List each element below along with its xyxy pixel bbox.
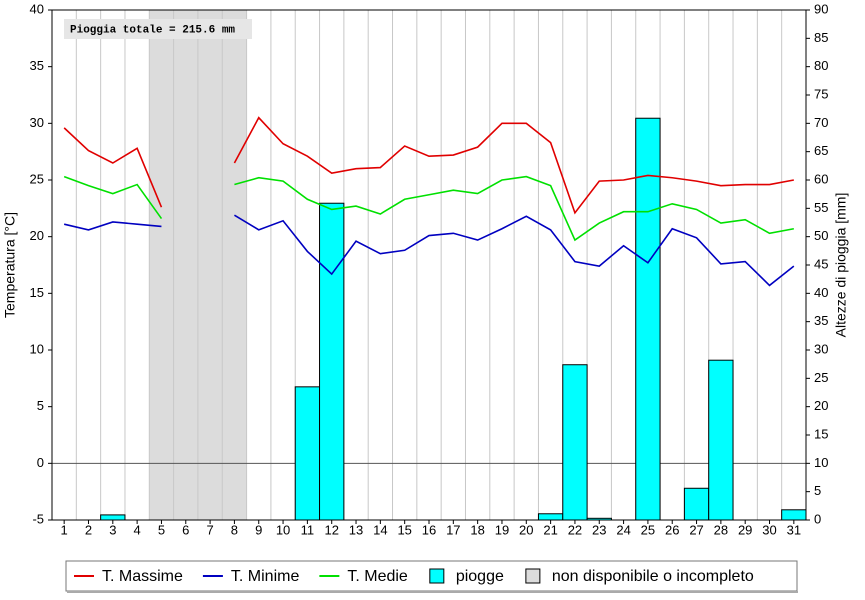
plot-area [48, 9, 810, 524]
y2-tick-label: 85 [814, 30, 828, 45]
legend-label: T. Minime [231, 568, 300, 585]
plot-border [51, 9, 807, 521]
unavailable-band [173, 10, 198, 520]
y-tick-label: 0 [37, 455, 44, 470]
y2-tick-label: 30 [814, 341, 828, 356]
y2-tick-label: 75 [814, 86, 828, 101]
y2-tick-label: 65 [814, 143, 828, 158]
x-tick-label: 17 [446, 522, 460, 537]
y2-tick-label: 5 [814, 483, 821, 498]
y-axis-label: Temperatura [°C] [2, 212, 18, 318]
y-tick-label: 15 [30, 285, 44, 300]
annotation: Pioggia totale = 215.6 mm [70, 24, 235, 36]
y2-tick-label: 10 [814, 455, 828, 470]
x-tick-label: 11 [301, 522, 315, 537]
legend-swatch [525, 568, 541, 584]
y2-tick-label: 90 [814, 1, 828, 16]
unavailable-band [222, 10, 247, 520]
x-tick-label: 30 [762, 522, 776, 537]
x-tick-label: 25 [641, 522, 655, 537]
y-tick-label: -5 [32, 511, 44, 526]
x-tick-label: 23 [592, 522, 606, 537]
y2-tick-label: 70 [814, 115, 828, 130]
y-tick-label: 10 [30, 341, 44, 356]
rain-bar [683, 487, 710, 521]
x-tick-label: 7 [206, 522, 213, 537]
y2-tick-label: 55 [814, 200, 828, 215]
y2-tick-label: 0 [814, 511, 821, 526]
y2-tick-label: 60 [814, 171, 828, 186]
unavailable-band [149, 10, 174, 520]
x-tick-label: 5 [158, 522, 165, 537]
unavailable-band [197, 10, 223, 520]
x-tick-label: 24 [616, 522, 630, 537]
rain-bar [781, 509, 807, 521]
x-tick-label: 29 [738, 522, 752, 537]
rain-bar [708, 359, 734, 521]
y-tick-label: 40 [30, 1, 44, 16]
x-tick-label: 16 [422, 522, 436, 537]
rain-bar [319, 202, 345, 521]
x-tick-label: 18 [470, 522, 484, 537]
x-tick-label: 14 [373, 522, 387, 537]
legend-label: non disponibile o incompleto [552, 568, 754, 585]
temperature-line [63, 214, 795, 287]
y2-tick-label: 20 [814, 398, 828, 413]
x-tick-label: 28 [714, 522, 728, 537]
x-tick-label: 13 [349, 522, 363, 537]
x-tick-label: 15 [397, 522, 411, 537]
legend-label: piogge [456, 568, 504, 585]
x-tick-label: 21 [543, 522, 557, 537]
y2-tick-label: 45 [814, 256, 828, 271]
y2-tick-label: 40 [814, 285, 828, 300]
x-tick-label: 3 [109, 522, 116, 537]
x-tick-label: 1 [61, 522, 68, 537]
y2-axis-label: Altezze di pioggia [mm] [833, 193, 849, 338]
legend-swatch [429, 568, 445, 584]
rain-bar [100, 514, 126, 521]
y-tick-label: 30 [30, 115, 44, 130]
annotation-box [64, 19, 252, 39]
x-tick-label: 22 [568, 522, 582, 537]
y2-tick-label: 80 [814, 58, 828, 73]
y-tick-label: 25 [30, 171, 44, 186]
x-tick-label: 27 [689, 522, 703, 537]
legend-label: T. Massime [102, 568, 183, 585]
x-tick-label: 10 [276, 522, 290, 537]
y-tick-label: 20 [30, 228, 44, 243]
y-tick-label: 35 [30, 58, 44, 73]
x-tick-label: 31 [787, 522, 801, 537]
rain-bar [537, 513, 564, 521]
x-tick-label: 20 [519, 522, 533, 537]
x-tick-label: 6 [182, 522, 189, 537]
x-tick-label: 2 [85, 522, 92, 537]
x-tick-label: 26 [665, 522, 679, 537]
rain-bar [635, 117, 661, 521]
y2-tick-label: 50 [814, 228, 828, 243]
x-tick-label: 12 [324, 522, 338, 537]
legend-label: T. Medie [347, 568, 408, 585]
x-tick-label: 4 [134, 522, 141, 537]
temperature-line [63, 175, 794, 242]
rain-bar [294, 386, 321, 521]
x-tick-label: 8 [231, 522, 238, 537]
temperature-line [63, 116, 794, 215]
y2-tick-label: 15 [814, 426, 828, 441]
y2-tick-label: 35 [814, 313, 828, 328]
x-tick-label: 9 [255, 522, 262, 537]
y2-tick-label: 25 [814, 370, 828, 385]
x-tick-label: 19 [495, 522, 509, 537]
rain-bar [562, 364, 588, 521]
y-tick-label: 5 [37, 398, 44, 413]
